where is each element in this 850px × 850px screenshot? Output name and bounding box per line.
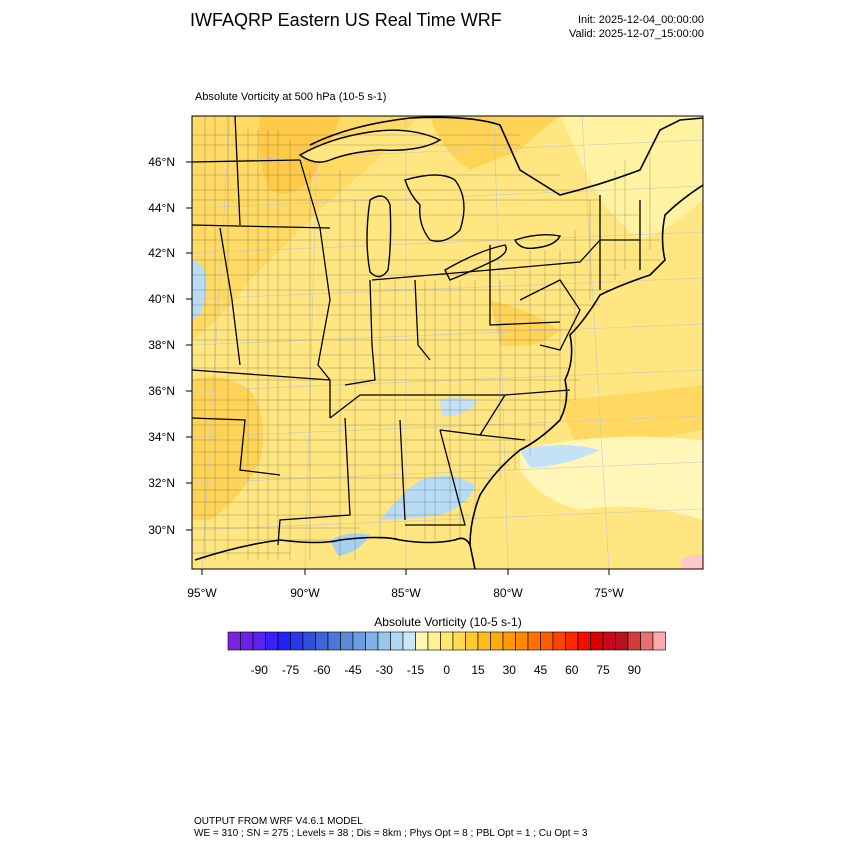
colorbar-swatch <box>302 631 316 651</box>
lat-tick-label: 32°N <box>148 476 175 490</box>
vorticity-field <box>192 116 703 569</box>
colorbar-label: -15 <box>407 663 425 677</box>
colorbar-swatch <box>340 631 354 651</box>
colorbar-swatch <box>227 631 241 651</box>
model-info: OUTPUT FROM WRF V4.6.1 MODEL <box>194 816 363 827</box>
lake-michigan <box>366 195 392 278</box>
lon-tick-label: 80°W <box>493 586 523 600</box>
colorbar-swatch <box>265 631 279 651</box>
colorbar-swatch <box>590 631 604 651</box>
colorbar-swatch <box>452 631 466 651</box>
field-patch <box>560 116 703 240</box>
colorbar-swatch <box>652 631 666 651</box>
colorbar-swatch <box>277 631 291 651</box>
colorbar <box>227 631 666 651</box>
colorbar-swatch <box>627 631 641 651</box>
lon-tick-label: 95°W <box>187 586 217 600</box>
colorbar-label: -45 <box>344 663 362 677</box>
coastline <box>194 116 703 569</box>
colorbar-swatch <box>252 631 266 651</box>
colorbar-label: 90 <box>628 663 642 677</box>
colorbar-swatch <box>565 631 579 651</box>
lon-tick-label: 90°W <box>290 586 320 600</box>
colorbar-swatch <box>502 631 516 651</box>
colorbar-swatch <box>402 631 416 651</box>
colorbar-swatch <box>615 631 629 651</box>
great-lakes <box>298 129 562 281</box>
plot-title: IWFAQRP Eastern US Real Time WRF <box>190 10 502 30</box>
colorbar-swatch <box>390 631 404 651</box>
lat-tick-label: 30°N <box>148 523 175 537</box>
colorbar-label: 75 <box>596 663 610 677</box>
lon-tick-label: 85°W <box>391 586 421 600</box>
colorbar-label: 30 <box>503 663 517 677</box>
lat-tick-label: 36°N <box>148 384 175 398</box>
colorbar-label: -90 <box>251 663 269 677</box>
lat-tick-label: 42°N <box>148 246 175 260</box>
colorbar-label: 45 <box>534 663 548 677</box>
colorbar-swatch <box>465 631 479 651</box>
colorbar-swatch <box>352 631 366 651</box>
colorbar-labels: -90 -75 -60 -45 -30 -15 0 15 30 45 60 75 90 <box>251 663 642 677</box>
colorbar-swatch <box>415 631 429 651</box>
longitude-ticks: 95°W 90°W 85°W 80°W 75°W <box>187 569 624 600</box>
lat-tick-label: 46°N <box>148 155 175 169</box>
colorbar-swatch <box>427 631 441 651</box>
colorbar-label: -60 <box>313 663 331 677</box>
lat-tick-label: 40°N <box>148 292 175 306</box>
colorbar-label: -30 <box>376 663 394 677</box>
colorbar-swatch <box>440 631 454 651</box>
colorbar-label: 15 <box>471 663 485 677</box>
init-time: Init: 2025-12-04_00:00:00 <box>578 14 704 26</box>
colorbar-swatch <box>327 631 341 651</box>
negative-vorticity-patch <box>380 476 475 520</box>
lat-tick-label: 44°N <box>148 201 175 215</box>
lake-ontario <box>514 233 562 250</box>
field-label: Absolute Vorticity at 500 hPa (10-5 s-1) <box>195 91 387 103</box>
colorbar-swatch <box>540 631 554 651</box>
lat-tick-label: 34°N <box>148 430 175 444</box>
field-patch <box>192 376 264 520</box>
state-boundaries <box>192 116 641 546</box>
county-boundaries <box>192 116 660 560</box>
colorbar-label: 60 <box>565 663 579 677</box>
map-frame <box>191 115 704 570</box>
colorbar-swatch <box>315 631 329 651</box>
colorbar-label: -75 <box>282 663 300 677</box>
lake-superior <box>298 129 442 163</box>
colorbar-swatch <box>515 631 529 651</box>
latitude-ticks: 46°N 44°N 42°N 40°N 38°N 36°N 34°N 32°N 30°N <box>148 155 192 537</box>
colorbar-swatch <box>640 631 654 651</box>
field-patch <box>192 116 420 340</box>
negative-vorticity-patch <box>520 445 600 468</box>
colorbar-title: Absolute Vorticity (10-5 s-1) <box>374 615 521 629</box>
colorbar-swatch <box>552 631 566 651</box>
valid-time: Valid: 2025-12-07_15:00:00 <box>569 28 704 40</box>
positive-vorticity-patch <box>680 554 703 569</box>
lat-tick-label: 38°N <box>148 338 175 352</box>
negative-vorticity-patch <box>440 397 478 417</box>
colorbar-swatch <box>490 631 504 651</box>
colorbar-label: 0 <box>443 663 450 677</box>
colorbar-swatch <box>527 631 541 651</box>
colorbar-swatch <box>477 631 491 651</box>
lon-tick-label: 75°W <box>594 586 624 600</box>
lake-erie <box>444 244 507 281</box>
colorbar-swatch <box>240 631 254 651</box>
model-settings: WE = 310 ; SN = 275 ; Levels = 38 ; Dis … <box>194 828 588 839</box>
colorbar-swatch <box>290 631 304 651</box>
colorbar-swatch <box>577 631 591 651</box>
colorbar-swatch <box>365 631 379 651</box>
colorbar-swatch <box>377 631 391 651</box>
colorbar-swatch <box>602 631 616 651</box>
